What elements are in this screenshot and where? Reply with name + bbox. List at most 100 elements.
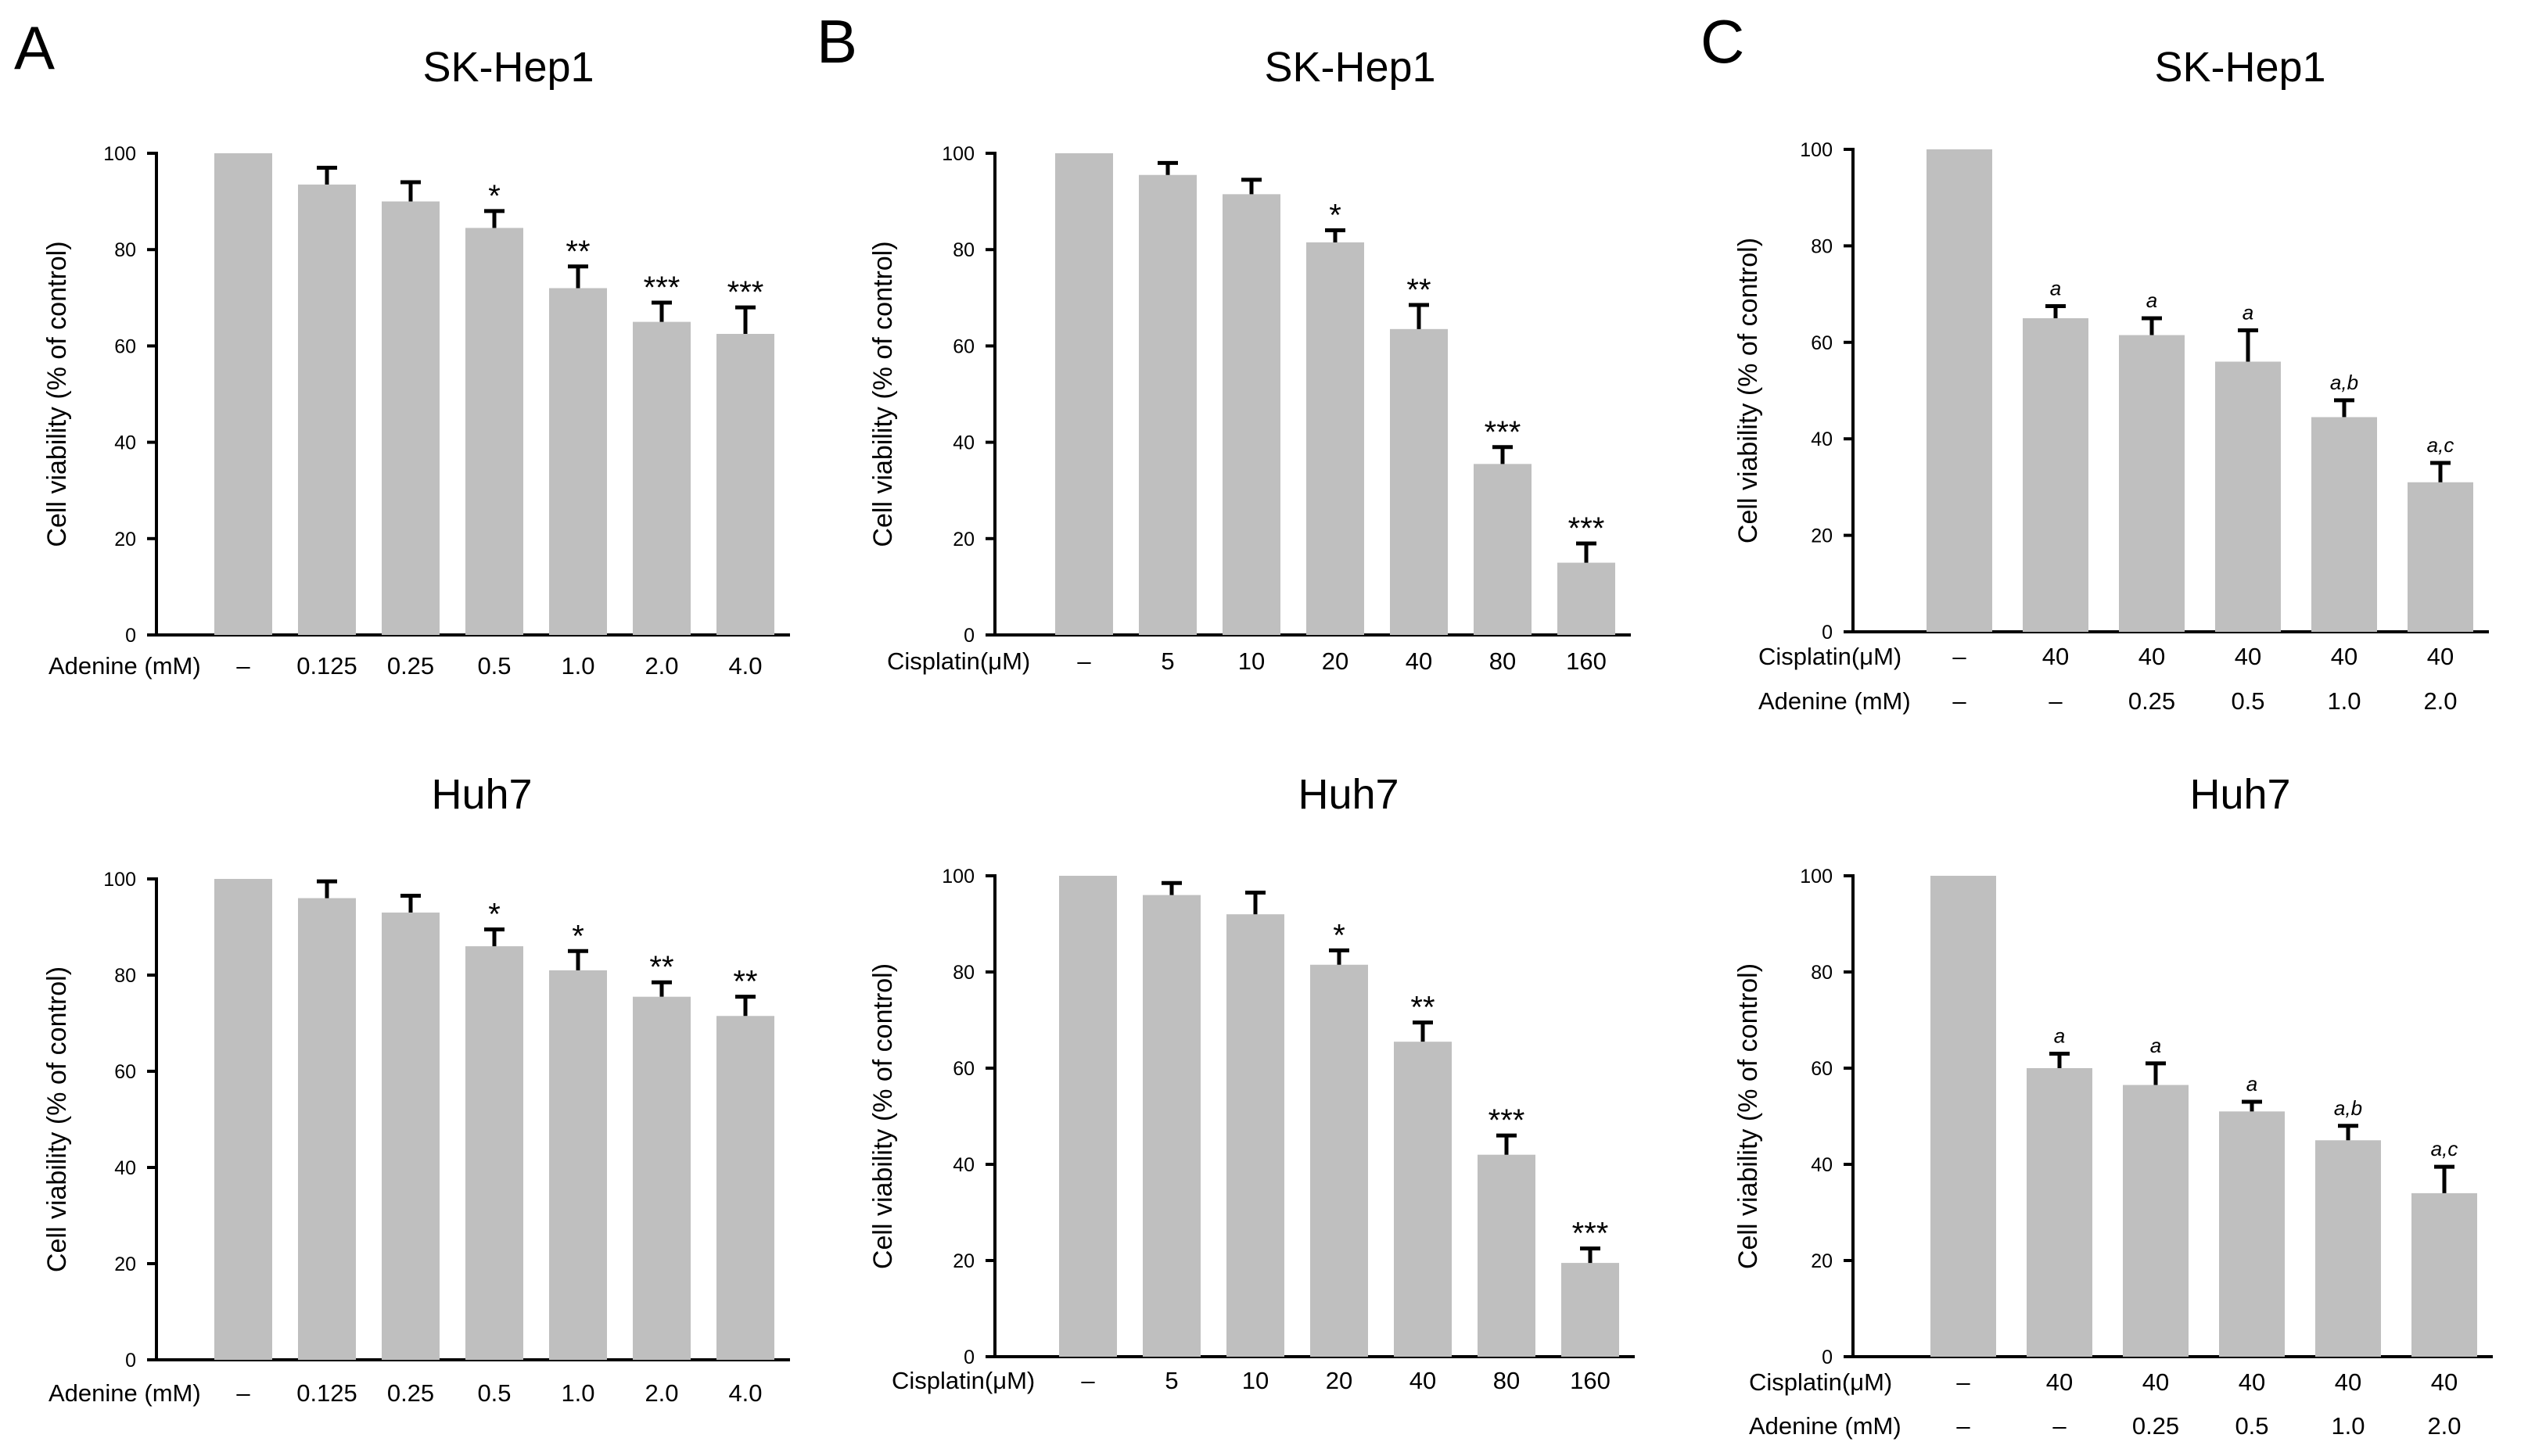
x-tick-label: 2.0 xyxy=(645,1379,678,1407)
significance-label: * xyxy=(572,919,584,953)
y-tick-label: 0 xyxy=(125,1350,136,1372)
significance-label: *** xyxy=(727,275,764,310)
error-bar xyxy=(1162,880,1182,895)
significance-label: a,b xyxy=(2334,1096,2362,1120)
bar xyxy=(1557,562,1615,635)
error-bar xyxy=(1409,303,1429,329)
row-label: Cisplatin(μM) xyxy=(887,647,1030,675)
x-tick-label: 40 xyxy=(2335,1368,2361,1396)
bar xyxy=(1930,876,1996,1357)
significance-label: ** xyxy=(649,950,673,984)
y-tick-label: 0 xyxy=(125,625,136,647)
error-bar xyxy=(1496,1133,1517,1155)
significance-label: a,c xyxy=(2427,433,2454,457)
x-tick-label: – xyxy=(236,652,250,680)
error-bar xyxy=(1576,541,1596,563)
error-bar xyxy=(1325,228,1345,242)
x-tick-label: 1.0 xyxy=(561,1379,594,1407)
y-tick-label: 40 xyxy=(114,432,136,454)
chart-B-bottom: Huh7 Cell viability (% of control) 0 20 40 60… xyxy=(868,771,1635,1394)
y-tick-label: 80 xyxy=(114,239,136,261)
x-tick-label: 80 xyxy=(1489,647,1516,675)
significance-label: * xyxy=(1333,918,1345,952)
significance-label: ** xyxy=(1406,273,1431,307)
error-bar xyxy=(2146,1061,2166,1085)
y-tick-label: 0 xyxy=(964,1347,975,1368)
significance-label: ** xyxy=(566,235,590,269)
x-tick-label: 40 xyxy=(2138,643,2165,670)
chart-B-top: SK-Hep1 Cell viability (% of control) 0 20 4… xyxy=(868,44,1631,675)
y-tick-label: 60 xyxy=(953,335,975,357)
x-tick-label: – xyxy=(236,1379,250,1407)
bar xyxy=(2123,1085,2189,1357)
x-tick-label: 0.25 xyxy=(387,652,434,680)
bar xyxy=(1474,464,1532,635)
x-tick-label: 40 xyxy=(2239,1368,2265,1396)
error-bar xyxy=(400,180,421,202)
error-bar xyxy=(317,879,337,898)
y-tick-label: 0 xyxy=(964,625,975,647)
bar xyxy=(2023,317,2088,632)
y-tick-label: 20 xyxy=(114,1253,136,1275)
y-tick-label: 20 xyxy=(1811,1250,1833,1272)
error-bar xyxy=(568,949,588,970)
chart-C-top: SK-Hep1 Cell viability (% of control) 0 20 4… xyxy=(1733,44,2489,715)
y-axis-label: Cell viability (% of control) xyxy=(42,241,72,547)
x-tick-label: 80 xyxy=(1493,1367,1520,1394)
y-tick-label: 60 xyxy=(1811,1058,1833,1080)
significance-label: * xyxy=(1329,199,1341,233)
chart-title: SK-Hep1 xyxy=(1264,44,1435,91)
bar xyxy=(1143,895,1201,1357)
significance-label: a xyxy=(2243,300,2253,324)
y-tick-label: 60 xyxy=(114,335,136,357)
y-tick-label: 100 xyxy=(1800,866,1833,888)
x-tick-label: 2.0 xyxy=(2427,1412,2461,1440)
x-tick-label: 0.25 xyxy=(2132,1412,2179,1440)
y-axis-label: Cell viability (% of control) xyxy=(1733,238,1763,543)
x-tick-label: – xyxy=(1956,1412,1970,1440)
x-tick-label: 40 xyxy=(2046,1368,2073,1396)
error-bar xyxy=(1245,891,1266,915)
significance-label: ** xyxy=(733,965,757,999)
bar xyxy=(2311,417,2377,632)
chart-title: Huh7 xyxy=(1298,771,1399,818)
y-axis-label: Cell viability (% of control) xyxy=(1733,963,1763,1269)
row-label: Adenine (mM) xyxy=(1758,687,1911,715)
row-label: Cisplatin(μM) xyxy=(892,1367,1035,1394)
x-tick-label: 20 xyxy=(1326,1367,1352,1394)
error-bar xyxy=(735,995,756,1017)
bar xyxy=(2315,1140,2381,1357)
x-tick-label: 10 xyxy=(1242,1367,1269,1394)
bar xyxy=(382,913,440,1360)
significance-label: a,c xyxy=(2431,1137,2458,1160)
x-tick-label: 2.0 xyxy=(645,652,678,680)
error-bar xyxy=(1241,178,1262,195)
chart-C-bottom: Huh7 Cell viability (% of control) 0 20 40 60… xyxy=(1733,771,2493,1440)
bar xyxy=(2408,482,2473,632)
error-bar xyxy=(2334,398,2354,418)
x-tick-label: 20 xyxy=(1322,647,1348,675)
error-bar xyxy=(1329,948,1349,965)
x-tick-label: 10 xyxy=(1238,647,1265,675)
panel-label-1: B xyxy=(817,7,857,76)
bar xyxy=(633,996,691,1360)
y-tick-label: 100 xyxy=(1800,139,1833,161)
bar xyxy=(1226,914,1284,1357)
x-tick-label: 0.5 xyxy=(477,652,511,680)
x-tick-label: 40 xyxy=(2427,643,2454,670)
y-tick-label: 0 xyxy=(1822,622,1833,644)
chart-A-bottom: Huh7 Cell viability (% of control) 0 20 40 60… xyxy=(42,771,790,1407)
y-tick-label: 40 xyxy=(114,1157,136,1179)
y-tick-label: 100 xyxy=(103,869,136,891)
x-tick-label: – xyxy=(1952,687,1966,715)
x-tick-label: 40 xyxy=(2142,1368,2169,1396)
bar xyxy=(2215,361,2281,632)
y-tick-label: 100 xyxy=(942,866,975,888)
bar xyxy=(214,153,272,635)
error-bar xyxy=(1413,1020,1433,1042)
error-bar xyxy=(2238,328,2258,362)
error-bar xyxy=(735,305,756,334)
y-axis-label: Cell viability (% of control) xyxy=(42,966,72,1272)
